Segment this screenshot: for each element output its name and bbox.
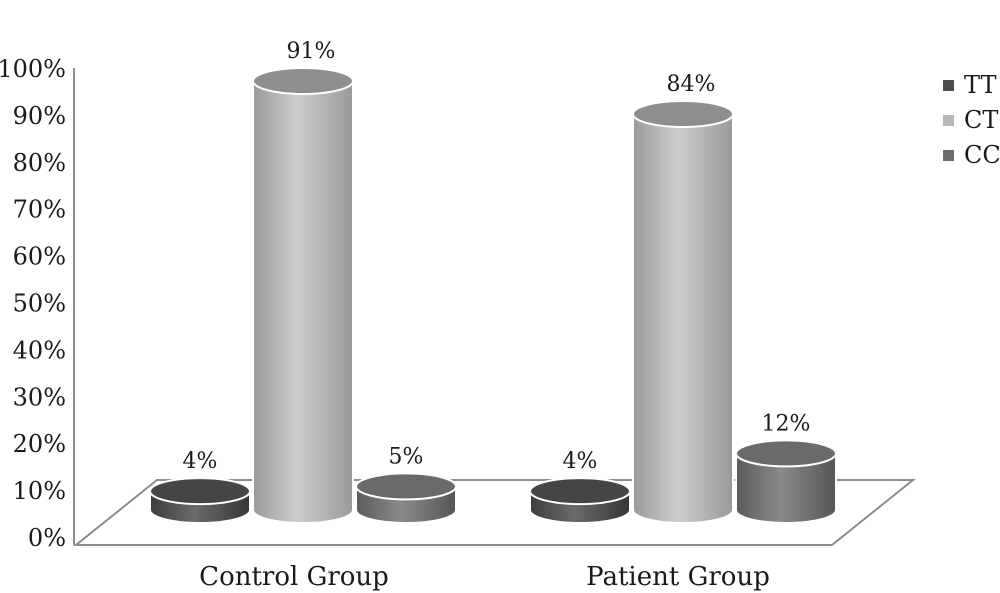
legend-label-ct: CT	[964, 106, 998, 134]
y-tick-label: 70%	[13, 196, 66, 224]
y-axis-ticks: 0% 10% 20% 30% 40% 50% 60% 70% 80% 90% 1…	[0, 55, 66, 552]
data-label: 4%	[183, 449, 218, 474]
bar-ct-control	[252, 67, 354, 524]
y-tick-label: 100%	[0, 55, 66, 83]
legend-label-tt: TT	[964, 71, 996, 99]
category-label: Control Group	[199, 562, 389, 592]
y-tick-label: 80%	[13, 149, 66, 177]
data-label: 5%	[389, 444, 424, 469]
legend-swatch-tt	[943, 80, 954, 91]
legend-swatch-ct	[943, 115, 954, 126]
bar-cc-control	[355, 472, 457, 524]
bars-group: 4% 91% 5% 4% 84% 12%	[149, 39, 837, 524]
data-label: 4%	[563, 449, 598, 474]
legend-label-cc: CC	[964, 141, 1000, 169]
bar-top	[252, 67, 354, 95]
y-tick-label: 30%	[13, 383, 66, 411]
legend-swatch-cc	[943, 150, 954, 161]
bar-body	[735, 452, 837, 524]
bar-cc-patient	[735, 439, 837, 524]
bar-top	[632, 100, 734, 128]
data-label: 84%	[667, 72, 716, 97]
y-tick-label: 90%	[13, 102, 66, 130]
bar-top	[149, 477, 251, 506]
y-tick-label: 60%	[13, 243, 66, 271]
bar-top	[355, 472, 457, 501]
bar-ct-patient	[632, 100, 734, 524]
bar-body	[632, 113, 734, 524]
y-tick-label: 50%	[13, 290, 66, 318]
bar-top	[529, 477, 631, 506]
data-label: 91%	[287, 39, 336, 64]
y-tick-label: 0%	[28, 524, 66, 552]
data-label: 12%	[762, 411, 811, 436]
bar-body	[252, 80, 354, 524]
bar-tt-patient	[529, 477, 631, 524]
y-tick-label: 20%	[13, 430, 66, 458]
category-label: Patient Group	[586, 562, 770, 592]
y-tick-label: 10%	[13, 477, 66, 505]
bar-tt-control	[149, 477, 251, 524]
legend: TT CT CC	[943, 71, 1000, 169]
bar-top	[735, 439, 837, 468]
y-tick-label: 40%	[13, 336, 66, 364]
